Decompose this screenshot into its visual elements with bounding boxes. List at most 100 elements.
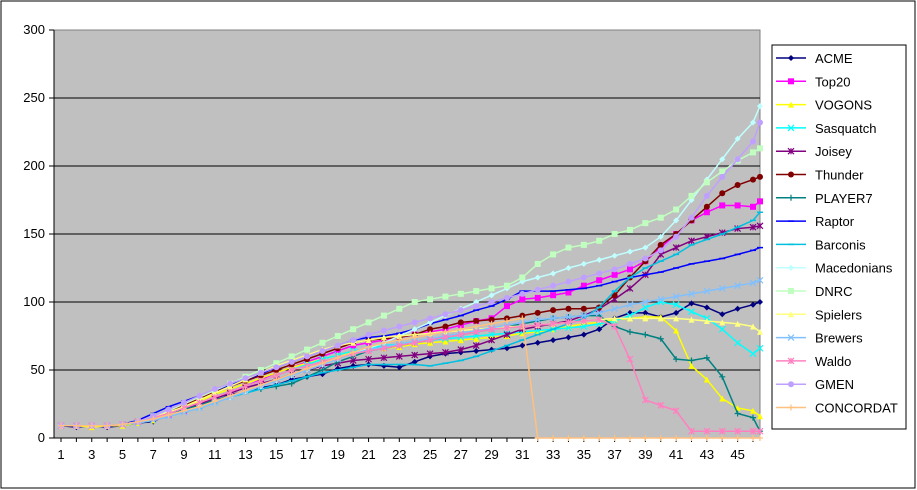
data-point — [549, 314, 557, 322]
data-point — [396, 305, 403, 312]
data-point — [134, 418, 141, 425]
data-point — [227, 380, 234, 387]
data-point — [703, 427, 711, 435]
data-point — [411, 319, 418, 326]
data-point — [626, 260, 633, 267]
data-point — [703, 287, 711, 295]
data-point — [550, 307, 557, 314]
data-point — [626, 435, 633, 441]
data-point — [503, 282, 510, 289]
legend-swatch-marker — [788, 171, 794, 178]
data-point — [734, 435, 741, 441]
data-point — [411, 339, 419, 347]
data-point — [596, 256, 603, 263]
data-point — [688, 435, 695, 441]
y-tick-label: 150 — [23, 226, 45, 241]
data-point — [703, 435, 710, 441]
data-point — [519, 274, 526, 281]
data-point — [750, 138, 756, 145]
data-point — [58, 422, 64, 429]
legend-swatch-marker — [787, 124, 795, 132]
data-point — [211, 386, 218, 393]
data-point — [749, 350, 757, 358]
legend-label: PLAYER7 — [815, 191, 873, 206]
data-point — [396, 323, 403, 330]
data-point — [580, 274, 587, 281]
data-point — [611, 271, 618, 278]
data-point — [181, 399, 188, 406]
data-point — [457, 337, 464, 344]
data-point — [457, 331, 465, 339]
x-tick-label: 9 — [180, 447, 187, 462]
data-point — [211, 398, 218, 405]
data-point — [642, 309, 649, 316]
legend-label: CONCORDAT — [815, 401, 898, 416]
data-point — [442, 293, 449, 300]
data-point — [718, 284, 726, 292]
data-point — [580, 312, 588, 320]
data-point — [749, 279, 757, 287]
x-tick-label: 43 — [700, 447, 714, 462]
data-point — [365, 343, 372, 350]
data-point — [688, 316, 695, 323]
y-tick-label: 50 — [31, 362, 45, 377]
data-point — [304, 353, 311, 360]
legend-swatch-marker — [788, 311, 794, 318]
legend-swatch-marker — [788, 404, 794, 411]
data-point — [757, 198, 763, 205]
data-point — [703, 354, 710, 361]
data-point — [734, 339, 742, 347]
data-point — [411, 334, 418, 341]
data-point — [196, 392, 203, 399]
y-tick-label: 100 — [23, 294, 45, 309]
data-point — [757, 145, 763, 152]
data-point — [488, 320, 495, 327]
legend-label: Joisey — [815, 144, 852, 159]
data-point — [673, 217, 680, 224]
data-point — [503, 324, 511, 332]
data-point — [611, 231, 618, 237]
data-point — [565, 244, 572, 251]
data-point — [442, 348, 449, 356]
legend-entry: VOGONS — [776, 98, 872, 113]
data-point — [442, 333, 449, 341]
data-point — [756, 344, 764, 352]
data-point — [273, 364, 280, 371]
x-tick-label: 37 — [607, 447, 621, 462]
data-point — [673, 356, 680, 363]
data-point — [442, 311, 449, 318]
data-point — [473, 335, 480, 342]
data-point — [719, 395, 726, 402]
data-point — [473, 347, 480, 354]
data-point — [380, 354, 388, 362]
data-point — [611, 252, 618, 259]
data-point — [565, 435, 572, 441]
data-point — [719, 373, 726, 380]
x-tick-label: 31 — [515, 447, 529, 462]
data-point — [750, 119, 756, 126]
data-point — [750, 301, 756, 308]
legend-entry: ACME — [776, 51, 853, 66]
data-point — [703, 203, 710, 210]
y-tick-label: 300 — [23, 22, 45, 37]
data-point — [757, 435, 763, 441]
data-point — [756, 276, 764, 284]
data-point — [565, 313, 572, 321]
data-point — [580, 260, 587, 267]
data-point — [565, 265, 572, 271]
data-point — [365, 337, 372, 344]
data-point — [411, 326, 418, 333]
data-point — [211, 390, 218, 397]
data-point — [703, 318, 710, 325]
data-point — [688, 362, 695, 369]
data-point — [257, 369, 264, 376]
data-point — [673, 435, 680, 441]
data-point — [719, 311, 726, 318]
x-tick-label: 19 — [331, 447, 345, 462]
data-point — [503, 294, 510, 301]
data-point — [626, 248, 633, 255]
data-point — [304, 365, 311, 372]
data-point — [757, 328, 763, 335]
